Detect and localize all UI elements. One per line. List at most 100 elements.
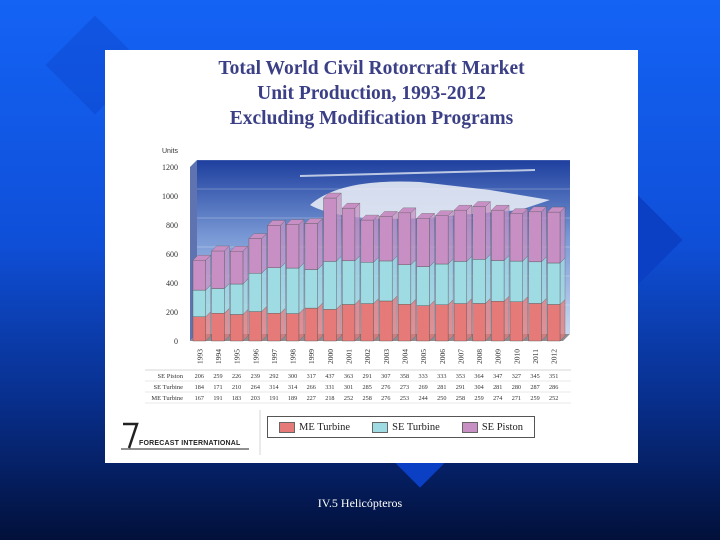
bar-side-se-piston-2007 [466, 204, 472, 262]
table-cell-se-piston-2005: 333 [418, 373, 427, 380]
bar-side-me-turbine-1996 [261, 306, 267, 342]
bar-side-me-turbine-2010 [522, 296, 528, 342]
bar-me-turbine-2001 [341, 304, 356, 342]
table-row-label-me-turbine: ME Turbine [151, 395, 183, 402]
bar-side-me-turbine-2004 [410, 298, 416, 342]
bar-side-se-piston-1998 [298, 219, 305, 269]
chart-plot: 0 200 400 600 800 1000 1200 Units 1993 1994 1995 19… [145, 148, 571, 455]
bar-top-1995 [229, 246, 249, 252]
bar-side-se-piston-1999 [317, 218, 323, 270]
legend-label-se-turbine: SE Turbine [392, 421, 440, 433]
table-cell-me-turbine-2012: 252 [549, 395, 558, 402]
bar-se-turbine-1997 [267, 267, 281, 314]
table-cell-se-turbine-2007: 291 [456, 384, 465, 391]
table-cell-me-turbine-1997: 191 [269, 395, 278, 402]
bar-me-turbine-2006 [435, 304, 449, 342]
bar-me-turbine-1996 [248, 311, 262, 342]
bar-side-se-turbine-2005 [429, 261, 435, 306]
bar-me-turbine-1994 [211, 313, 225, 342]
table-cell-me-turbine-1999: 227 [307, 395, 316, 402]
bar-side-se-turbine-2002 [373, 256, 379, 304]
x-tick-label-1999: 1999 [307, 349, 316, 364]
bar-side-se-piston-2006 [447, 210, 454, 265]
bar-se-piston-2002 [360, 219, 374, 263]
table-cell-se-turbine-1995: 210 [232, 384, 241, 391]
table-cell-se-turbine-1999: 266 [307, 384, 316, 391]
table-cell-se-piston-2002: 291 [363, 373, 372, 380]
table-cell-se-turbine-2004: 273 [400, 384, 409, 391]
bar-top-2002 [360, 214, 379, 221]
bar-side-se-turbine-1994 [224, 283, 230, 314]
bar-se-piston-2000 [323, 197, 337, 262]
x-tick-label-1997: 1997 [270, 349, 279, 364]
bar-top-1996 [248, 233, 267, 239]
bar-top-2008 [472, 201, 491, 207]
y-tick-label-0: 0 [174, 337, 178, 346]
y-tick-label-1000: 1000 [162, 192, 178, 201]
bar-se-turbine-2005 [416, 266, 430, 306]
bar-side-me-turbine-2002 [373, 298, 379, 342]
legend-swatch-me-turbine [279, 421, 296, 433]
legend-label-me-turbine: ME Turbine [299, 421, 351, 433]
bar-top-2004 [397, 207, 417, 213]
bar-side-me-turbine-2000 [336, 304, 342, 342]
bar-me-turbine-1995 [230, 314, 244, 342]
x-tick-label-2002: 2002 [363, 349, 372, 364]
bar-se-turbine-1993 [192, 289, 206, 317]
bar-side-se-piston-2003 [392, 211, 398, 262]
forecast-international-logo: FORECAST INTERNATIONAL [121, 418, 251, 454]
table-cell-se-piston-1995: 226 [232, 373, 241, 380]
table-cell-se-piston-2007: 353 [456, 373, 465, 380]
table-cell-se-turbine-2005: 269 [418, 384, 427, 391]
bar-top-2007 [453, 205, 473, 211]
bar-se-turbine-1994 [211, 288, 225, 314]
chart-title-line-1: Total World Civil Rotorcraft Market [218, 58, 525, 79]
bar-side-se-turbine-2012 [559, 257, 566, 305]
table-cell-se-piston-1997: 292 [269, 373, 278, 380]
x-tick-label-1998: 1998 [289, 349, 298, 364]
bar-side-se-turbine-2011 [541, 256, 547, 304]
bar-side-se-piston-2005 [429, 212, 435, 267]
bar-side-se-piston-2001 [354, 202, 361, 262]
bar-side-se-turbine-2006 [447, 258, 454, 306]
bar-side-se-piston-1993 [205, 254, 211, 291]
table-cell-me-turbine-2008: 259 [474, 395, 483, 402]
table-cell-me-turbine-1994: 191 [213, 395, 222, 402]
bar-top-2009 [491, 205, 510, 211]
bar-side-se-turbine-1996 [261, 267, 267, 312]
x-tick-label-2012: 2012 [550, 349, 559, 364]
bar-top-2006 [435, 210, 454, 216]
table-cell-se-turbine-1998: 314 [288, 384, 297, 391]
table-cell-se-turbine-1996: 264 [251, 384, 260, 391]
bar-se-piston-2001 [341, 207, 356, 262]
x-tick-label-2007: 2007 [456, 349, 465, 364]
bar-se-turbine-2009 [491, 260, 505, 302]
x-tick-label-2011: 2011 [531, 349, 540, 364]
y-tick-label-200: 200 [166, 308, 178, 317]
bar-se-piston-2011 [528, 211, 542, 263]
bar-side-se-turbine-2001 [354, 255, 361, 305]
x-tick-label-2005: 2005 [419, 349, 428, 364]
x-tick-label-2006: 2006 [438, 349, 447, 364]
bar-se-piston-2004 [397, 212, 412, 265]
bar-side-me-turbine-2006 [447, 299, 454, 342]
table-cell-se-piston-1999: 317 [307, 373, 316, 380]
bar-side-me-turbine-2012 [559, 299, 566, 342]
bar-top-1997 [267, 220, 286, 226]
bar-side-se-turbine-2003 [392, 255, 398, 302]
bar-side-me-turbine-2011 [541, 298, 547, 342]
x-tick-label-2008: 2008 [475, 349, 484, 364]
bar-se-turbine-2007 [453, 261, 467, 304]
table-cell-se-piston-2012: 351 [549, 373, 558, 380]
bar-se-piston-1999 [304, 223, 318, 270]
bar-se-piston-1996 [248, 238, 262, 274]
table-cell-se-piston-2011: 345 [530, 373, 539, 380]
chart-title-line-2: Unit Production, 1993-2012 [257, 83, 486, 104]
bar-side-se-turbine-2009 [503, 255, 510, 302]
legend-swatch-se-turbine [372, 421, 389, 433]
bar-se-turbine-2008 [472, 259, 486, 304]
bar-side-se-piston-2008 [485, 201, 491, 260]
table-cell-se-piston-1996: 239 [251, 373, 260, 380]
legend-swatch-se-piston [461, 421, 478, 433]
y-tick-label-1200: 1200 [162, 163, 178, 172]
